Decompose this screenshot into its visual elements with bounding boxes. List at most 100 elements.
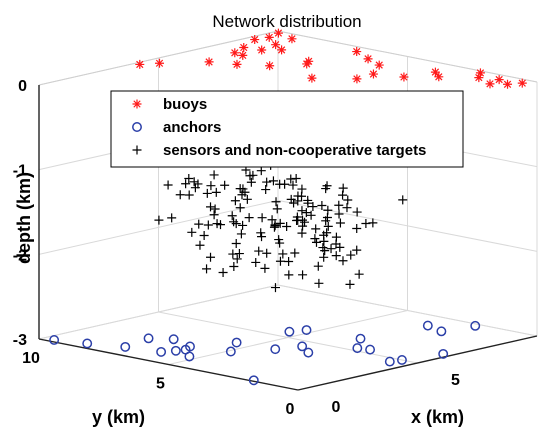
asterisk-point bbox=[363, 54, 373, 64]
plus-point bbox=[338, 183, 348, 193]
plus-point bbox=[209, 170, 219, 180]
circle-point bbox=[470, 320, 481, 331]
plus-point bbox=[352, 245, 362, 255]
plus-point bbox=[175, 190, 185, 200]
circle-point bbox=[49, 335, 60, 345]
plus-point bbox=[206, 202, 216, 212]
asterisk-point bbox=[517, 78, 527, 88]
plus-point bbox=[184, 190, 194, 200]
legend-marker-plus bbox=[132, 145, 142, 155]
plus-point bbox=[209, 210, 219, 220]
asterisk-point bbox=[430, 67, 440, 77]
plus-point bbox=[268, 176, 278, 186]
plus-point bbox=[322, 228, 332, 238]
plus-point bbox=[220, 180, 230, 190]
asterisk-point bbox=[230, 48, 240, 58]
circle-point bbox=[397, 354, 407, 365]
asterisk-point bbox=[238, 50, 248, 60]
x-axis-label: x (km) bbox=[411, 407, 464, 427]
asterisk-point bbox=[250, 35, 260, 45]
plus-point bbox=[262, 177, 272, 187]
side-wall-gridline-z bbox=[277, 284, 538, 337]
asterisk-point bbox=[287, 34, 297, 44]
plus-point bbox=[317, 201, 327, 211]
plus-point bbox=[297, 184, 307, 194]
plus-point bbox=[310, 234, 320, 244]
asterisk-point bbox=[232, 59, 242, 69]
plus-point bbox=[286, 194, 296, 204]
asterisk-point bbox=[271, 40, 281, 50]
plus-point bbox=[242, 194, 252, 204]
asterisk-point bbox=[475, 68, 485, 78]
asterisk-point bbox=[474, 73, 484, 83]
legend-label: buoys bbox=[163, 96, 207, 113]
plus-point bbox=[352, 207, 362, 217]
plus-point bbox=[335, 242, 345, 252]
plus-point bbox=[244, 213, 254, 223]
plus-point bbox=[231, 239, 241, 249]
plus-point bbox=[235, 184, 245, 194]
plus-point bbox=[313, 261, 323, 271]
plus-point bbox=[238, 220, 248, 230]
asterisk-point bbox=[485, 79, 495, 89]
plus-point bbox=[338, 256, 348, 266]
plus-point bbox=[232, 254, 242, 264]
circle-point bbox=[120, 341, 131, 352]
plus-point bbox=[194, 219, 204, 229]
plus-point bbox=[246, 177, 256, 187]
plus-point bbox=[334, 200, 344, 210]
circle-point bbox=[248, 375, 259, 386]
circle-point bbox=[170, 345, 181, 356]
asterisk-point bbox=[277, 45, 287, 55]
asterisk-point bbox=[352, 74, 362, 84]
plus-point bbox=[321, 216, 331, 226]
plus-point bbox=[270, 283, 280, 293]
plus-point bbox=[284, 257, 294, 267]
circle-point bbox=[156, 346, 167, 357]
y-tick-label: 0 bbox=[286, 401, 295, 418]
circle-point bbox=[303, 347, 314, 358]
plus-point bbox=[292, 215, 302, 225]
top-box-edge bbox=[277, 30, 538, 83]
asterisk-point bbox=[494, 75, 504, 85]
plus-point bbox=[206, 252, 216, 262]
plus-point bbox=[338, 190, 348, 200]
circle-point bbox=[270, 344, 281, 355]
asterisk-point bbox=[503, 79, 513, 89]
plus-point bbox=[267, 215, 277, 225]
plus-point bbox=[260, 263, 270, 273]
asterisk-point bbox=[273, 28, 283, 38]
asterisk-point bbox=[135, 59, 145, 69]
plus-point bbox=[254, 246, 264, 256]
plus-point bbox=[210, 204, 220, 214]
plus-point bbox=[251, 257, 261, 267]
chart-title: Network distribution bbox=[212, 12, 361, 31]
plus-point bbox=[218, 268, 228, 278]
plus-point bbox=[298, 270, 308, 280]
plus-point bbox=[319, 252, 329, 262]
top-box-edge bbox=[38, 30, 279, 86]
asterisk-point bbox=[352, 47, 362, 57]
asterisk-point bbox=[264, 32, 274, 42]
plus-point bbox=[361, 218, 371, 228]
asterisk-point bbox=[399, 72, 409, 82]
plus-point bbox=[256, 166, 266, 176]
legend-label: sensors and non-cooperative targets bbox=[163, 142, 426, 159]
plus-point bbox=[331, 251, 341, 261]
plus-point bbox=[215, 220, 225, 230]
y-tick-label: 10 bbox=[22, 350, 40, 367]
ticks-layer: 051005100-1-2-3 bbox=[13, 78, 460, 418]
plus-point bbox=[308, 202, 318, 212]
plus-point bbox=[300, 217, 310, 227]
plus-point bbox=[342, 203, 352, 213]
legend: buoys anchors sensors and non-cooperative … bbox=[110, 90, 464, 168]
plus-point bbox=[306, 210, 316, 220]
plus-point bbox=[319, 236, 329, 246]
plus-point bbox=[272, 204, 282, 214]
legend-marker-asterisk bbox=[132, 99, 142, 109]
plus-point bbox=[271, 197, 281, 207]
plus-point bbox=[346, 250, 356, 260]
y-axis-label: y (km) bbox=[92, 407, 145, 427]
plus-point bbox=[335, 218, 345, 228]
